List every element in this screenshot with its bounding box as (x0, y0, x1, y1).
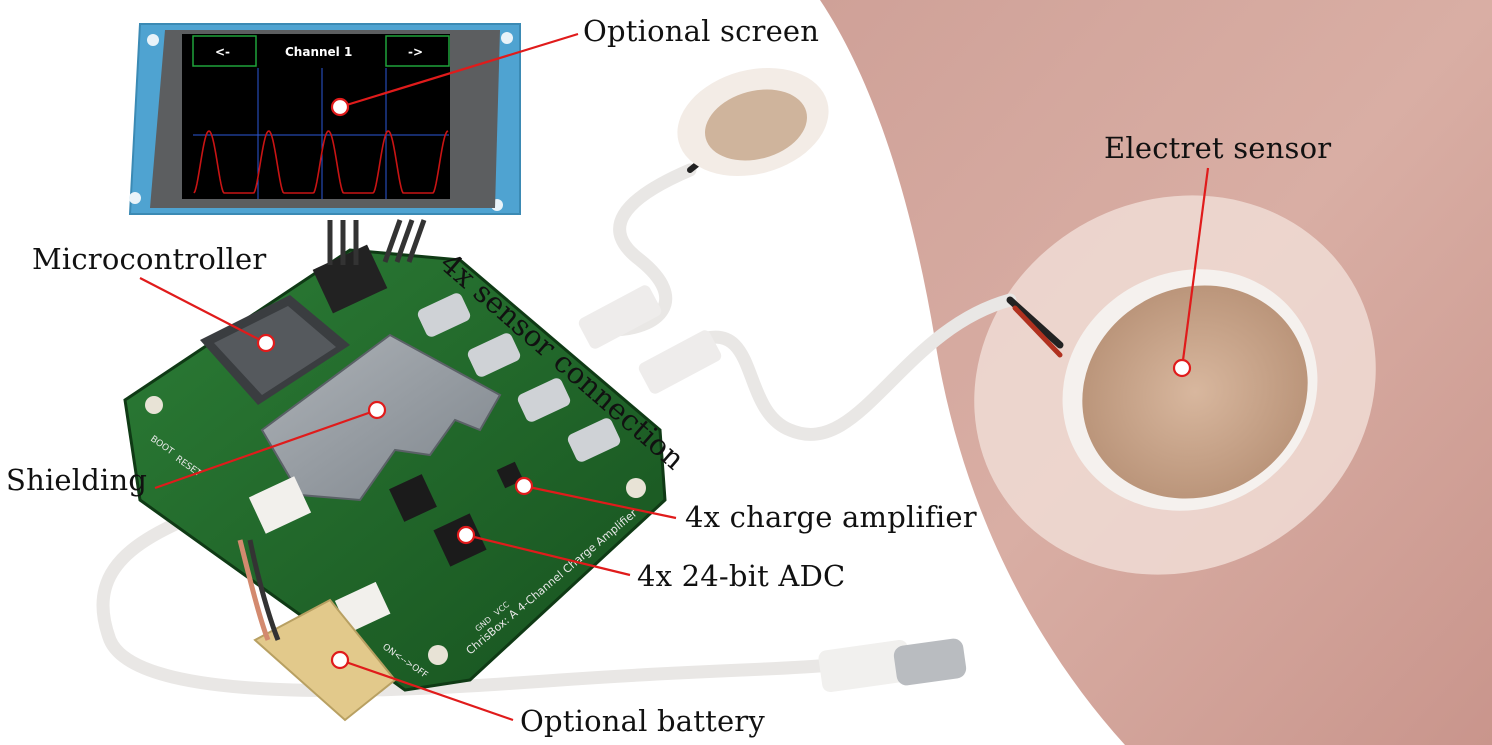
callout-marker-screen (330, 97, 350, 117)
screen-left-button-label: <- (215, 45, 230, 59)
callout-marker-microcontroller (256, 333, 276, 353)
label-electret-sensor: Electret sensor (1104, 131, 1332, 165)
label-optional-screen: Optional screen (583, 14, 820, 48)
label-microcontroller: Microcontroller (32, 242, 267, 276)
label-optional-battery: Optional battery (520, 704, 765, 738)
screen-right-button-label: -> (408, 45, 423, 59)
screen-left-button (192, 35, 257, 67)
screen-right-button (385, 35, 450, 67)
spare-electret-disk (677, 67, 829, 177)
callout-marker-electret (1172, 358, 1192, 378)
usbc-plug (818, 638, 967, 693)
callouts (139, 32, 1210, 722)
screen-title: Channel 1 (285, 45, 352, 59)
callout-marker-adc (456, 525, 476, 545)
callout-marker-shielding (367, 400, 387, 420)
sensor-cables (96, 147, 1064, 697)
screen-waveform (193, 130, 449, 194)
label-charge-amplifier: 4x charge amplifier (685, 500, 977, 534)
callout-marker-battery (330, 650, 350, 670)
optional-screen: <- Channel 1 -> (128, 23, 521, 215)
label-adc: 4x 24-bit ADC (637, 559, 846, 593)
screen-ribbon (327, 219, 427, 265)
electret-sensor-patch (974, 195, 1376, 575)
label-shielding: Shielding (6, 463, 148, 497)
callout-marker-charge-amp (514, 476, 534, 496)
